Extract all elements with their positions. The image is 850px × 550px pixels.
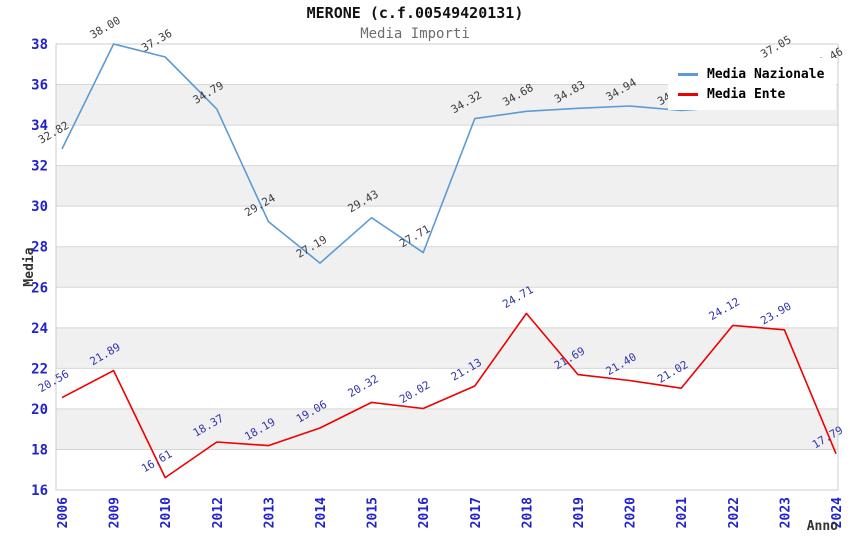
- x-tick-label: 2023: [778, 497, 793, 528]
- y-axis-title: Media: [22, 247, 37, 286]
- x-tick-label: 2010: [159, 497, 174, 528]
- data-point-label: 24.12: [707, 295, 742, 323]
- y-tick-label: 22: [31, 361, 48, 377]
- data-point-label: 23.90: [758, 300, 793, 328]
- data-point-label: 20.02: [397, 378, 432, 406]
- data-point-label: 37.36: [139, 27, 174, 55]
- x-tick-label: 2021: [675, 497, 690, 528]
- legend-item-media-ente: Media Ente: [678, 84, 828, 104]
- plot-band: [56, 165, 838, 207]
- x-tick-label: 2017: [469, 497, 484, 528]
- x-tick-label: 2006: [56, 497, 71, 528]
- y-tick-label: 28: [31, 240, 48, 256]
- y-tick-label: 34: [31, 118, 48, 134]
- x-tick-label: 2022: [727, 497, 742, 528]
- legend-item-media-nazionale: Media Nazionale: [678, 64, 828, 84]
- x-tick-label: 2019: [572, 497, 587, 528]
- x-axis-title: Anno: [807, 519, 838, 534]
- y-tick-label: 26: [31, 280, 48, 296]
- plot-band: [56, 408, 838, 450]
- x-tick-label: 2016: [417, 497, 432, 528]
- data-point-label: 38.00: [88, 14, 123, 42]
- y-tick-label: 32: [31, 159, 48, 175]
- data-point-label: 16.61: [139, 447, 174, 475]
- data-point-label: 37.05: [758, 33, 793, 61]
- y-tick-label: 36: [31, 78, 48, 94]
- y-tick-label: 18: [31, 442, 48, 458]
- x-tick-label: 2024: [830, 497, 845, 528]
- x-tick-label: 2009: [108, 497, 123, 528]
- x-tick-label: 2012: [211, 497, 226, 528]
- x-tick-label: 2014: [314, 497, 329, 528]
- chart-title: MERONE (c.f.00549420131): [306, 4, 524, 22]
- x-tick-label: 2013: [262, 497, 277, 528]
- x-tick-label: 2020: [624, 497, 639, 528]
- x-tick-label: 2015: [366, 497, 381, 528]
- plot-band: [56, 327, 838, 369]
- chart-subtitle: Media Importi: [360, 26, 470, 42]
- chart-legend: Media Nazionale Media Ente: [668, 58, 836, 110]
- series-line-media-ente: [61, 312, 837, 479]
- y-tick-label: 30: [31, 199, 48, 215]
- y-tick-label: 16: [31, 483, 48, 499]
- x-tick-label: 2018: [520, 497, 535, 528]
- y-tick-label: 38: [31, 37, 48, 53]
- media-ente-line-swatch: [678, 92, 698, 96]
- plot-border: [55, 43, 839, 491]
- y-tick-label: 24: [31, 321, 48, 337]
- y-tick-label: 20: [31, 402, 48, 418]
- legend-label: Media Ente: [707, 86, 786, 102]
- legend-label: Media Nazionale: [707, 66, 825, 82]
- media-nazionale-line-swatch: [678, 72, 698, 76]
- data-point-label: 20.32: [346, 372, 381, 400]
- plot-band: [56, 246, 838, 288]
